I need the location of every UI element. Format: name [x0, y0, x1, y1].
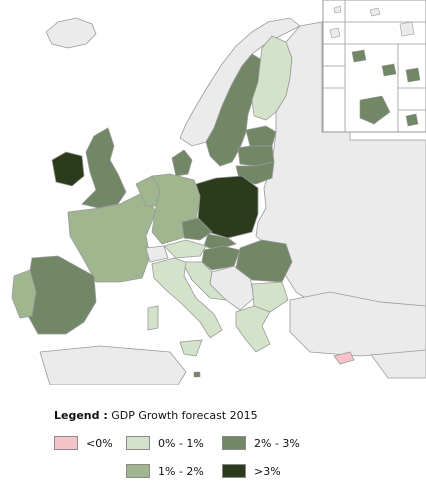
legend-item-2-3: 2% - 3% [222, 436, 300, 450]
legend-label-over-3: >3% [254, 464, 281, 478]
region-poland [195, 175, 259, 239]
region-spain [25, 255, 97, 335]
region-malta [193, 371, 201, 378]
region-portugal [11, 269, 37, 319]
map-canvas [11, 0, 426, 385]
legend-item-1-2: 1% - 2% [126, 464, 204, 478]
legend-item-over-3: >3% [222, 464, 281, 478]
europe-map [11, 0, 426, 385]
region-sardinia [147, 305, 159, 331]
region-turkey [289, 291, 426, 357]
region-romania [235, 239, 293, 283]
legend-label-negative: <0% [86, 436, 113, 450]
legend-label-2-3: 2% - 3% [254, 436, 300, 450]
region-north-africa [39, 345, 187, 385]
region-east-europe [255, 21, 426, 379]
region-uk [81, 127, 127, 209]
inset-overseas [322, 0, 426, 133]
region-czechia [181, 217, 213, 241]
region-bulgaria [251, 281, 289, 313]
region-italy [151, 257, 223, 339]
legend-item-0-1: 0% - 1% [126, 436, 204, 450]
legend-heading: Legend : [54, 409, 108, 422]
region-ireland [51, 151, 85, 187]
legend-subtitle: GDP Growth forecast 2015 [111, 409, 258, 422]
region-switzerland [145, 245, 169, 263]
legend-item-negative: <0% [54, 436, 113, 450]
legend-title: Legend : GDP Growth forecast 2015 [54, 409, 258, 422]
legend-label-0-1: 0% - 1% [158, 436, 204, 450]
legend-swatch-over-3 [222, 464, 246, 478]
region-denmark [171, 149, 193, 177]
legend-swatch-2-3 [222, 436, 246, 450]
region-iceland [45, 17, 97, 49]
region-austria [163, 239, 207, 259]
legend-label-1-2: 1% - 2% [158, 464, 204, 478]
region-estonia [245, 125, 277, 147]
region-cyprus [333, 351, 355, 365]
region-greece [235, 305, 271, 353]
legend-swatch-negative [54, 436, 78, 450]
legend-swatch-0-1 [126, 436, 150, 450]
legend-swatch-1-2 [126, 464, 150, 478]
region-sicily [179, 339, 203, 357]
